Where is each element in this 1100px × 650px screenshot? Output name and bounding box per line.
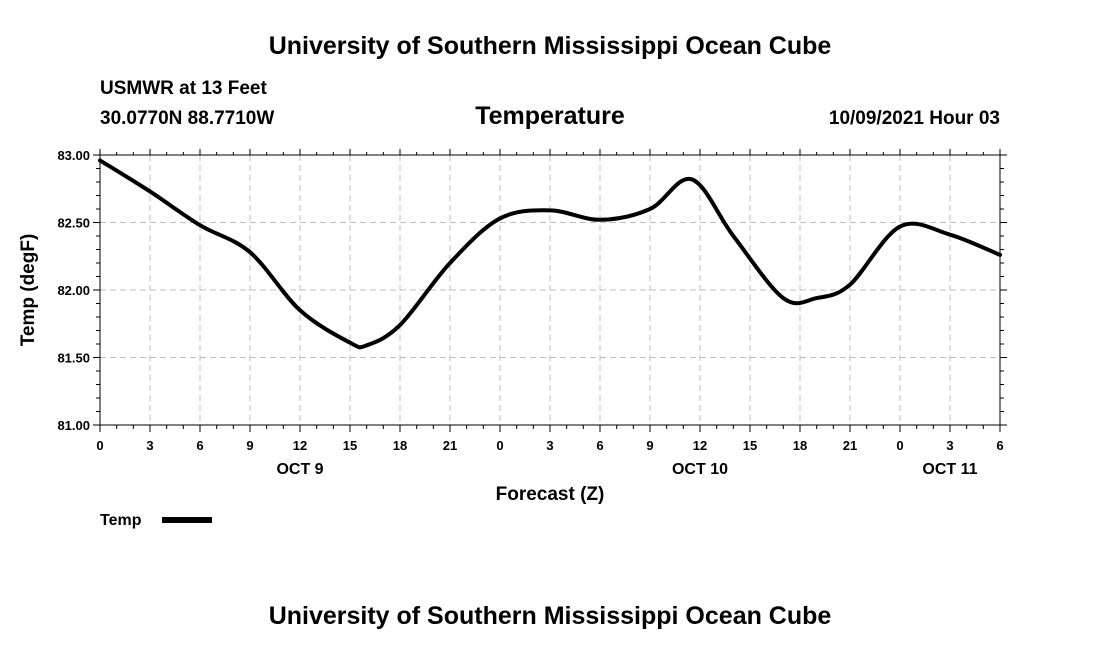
x-tick-label: 21 [843, 438, 857, 453]
y-tick-labels: 81.00 81.50 82.00 82.50 83.00 [57, 148, 90, 433]
coordinates-label: 30.0770N 88.7710W [100, 108, 274, 129]
x-tick-label: 18 [393, 438, 407, 453]
x-tick-label: 6 [596, 438, 603, 453]
day-labels: OCT 9 OCT 10 OCT 11 [276, 461, 977, 478]
y-tick-label: 81.00 [57, 418, 90, 433]
x-tick-label: 12 [693, 438, 707, 453]
x-tick-label: 0 [96, 438, 103, 453]
y-tick-label: 81.50 [57, 351, 90, 366]
grid [100, 155, 1000, 425]
y-axis-label: Temp (degF) [18, 234, 39, 347]
day-label: OCT 11 [922, 461, 977, 478]
x-tick-label: 0 [496, 438, 503, 453]
x-tick-label: 6 [196, 438, 203, 453]
x-tick-label: 3 [546, 438, 553, 453]
x-tick-label: 15 [743, 438, 757, 453]
x-tick-label: 12 [293, 438, 307, 453]
x-tick-label: 15 [343, 438, 357, 453]
x-tick-labels: 0 3 6 9 12 15 18 21 0 3 6 9 12 15 18 21 0 3 6 [96, 438, 1003, 453]
station-label: USMWR at 13 Feet [100, 78, 267, 99]
day-label: OCT 10 [672, 461, 728, 478]
chart-title: Temperature [475, 102, 625, 130]
y-tick-label: 83.00 [57, 148, 90, 163]
datetime-label: 10/09/2021 Hour 03 [829, 108, 1000, 129]
legend-label: Temp [100, 512, 142, 529]
day-label: OCT 9 [276, 461, 323, 478]
x-axis-label: Forecast (Z) [496, 484, 605, 505]
series-line-temp [98, 158, 1002, 350]
x-tick-label: 3 [146, 438, 153, 453]
x-tick-label: 6 [996, 438, 1003, 453]
x-tick-label: 21 [443, 438, 457, 453]
y-tick-label: 82.50 [57, 216, 90, 231]
x-tick-label: 3 [946, 438, 953, 453]
x-tick-label: 9 [246, 438, 253, 453]
y-tick-label: 82.00 [57, 283, 90, 298]
x-tick-label: 0 [896, 438, 903, 453]
x-tick-label: 9 [646, 438, 653, 453]
bottom-title: University of Southern Mississippi Ocean… [269, 602, 832, 630]
x-tick-label: 18 [793, 438, 807, 453]
top-title: University of Southern Mississippi Ocean… [269, 32, 832, 60]
plot-frame [99, 154, 1001, 426]
